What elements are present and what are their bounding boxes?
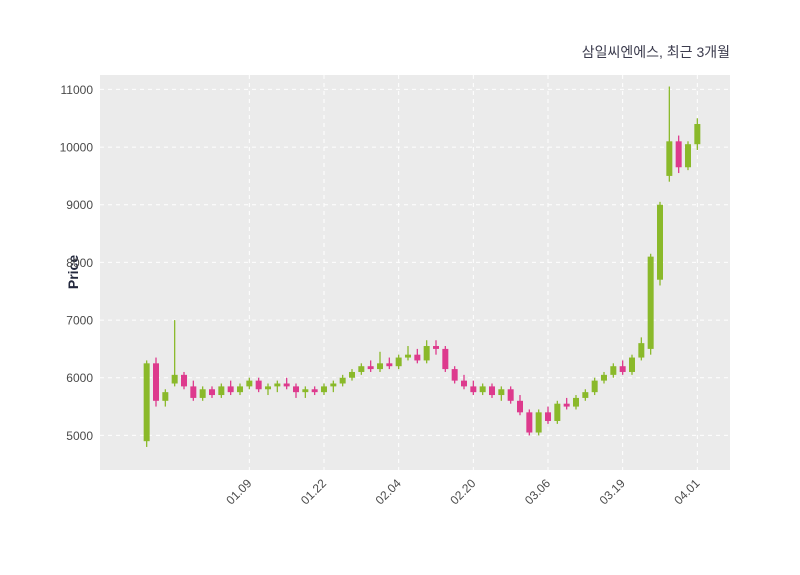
candle-body bbox=[330, 383, 337, 387]
candle-body bbox=[507, 389, 514, 401]
candle-body bbox=[619, 366, 626, 372]
candle-body bbox=[143, 363, 150, 442]
candle-body bbox=[218, 386, 225, 396]
y-axis-title: Price bbox=[65, 255, 81, 289]
candle-body bbox=[666, 141, 673, 176]
y-tick-label: 7000 bbox=[66, 314, 93, 328]
candle-body bbox=[470, 386, 477, 393]
candle-body bbox=[479, 386, 486, 393]
candle-body bbox=[675, 141, 682, 168]
candle-body bbox=[209, 389, 215, 396]
y-axis-ticks: 5000 6000 7000 8000 9000 10000 11000 bbox=[60, 83, 94, 443]
candle-body bbox=[395, 357, 402, 367]
candle-body bbox=[302, 389, 309, 393]
candle-body bbox=[283, 383, 290, 387]
candle-body bbox=[498, 389, 505, 396]
candle-body bbox=[563, 403, 570, 407]
candle-body bbox=[535, 412, 542, 433]
candle-body bbox=[349, 371, 355, 378]
candle-body bbox=[657, 204, 663, 280]
candle-body bbox=[526, 412, 533, 433]
candle-body bbox=[638, 343, 645, 358]
candle-body bbox=[414, 354, 421, 361]
candle-body bbox=[573, 397, 579, 407]
candle-body bbox=[451, 369, 458, 381]
candle-body bbox=[647, 256, 654, 349]
candle-body bbox=[265, 386, 271, 390]
candle-body bbox=[685, 144, 691, 168]
candle-body bbox=[461, 380, 467, 387]
candle-body bbox=[321, 386, 327, 393]
candle-body bbox=[610, 366, 617, 375]
candle-body bbox=[405, 354, 411, 358]
candles-layer bbox=[143, 86, 701, 447]
y-tick-label: 11000 bbox=[61, 83, 94, 97]
candle-body bbox=[629, 357, 635, 372]
candle-body bbox=[199, 389, 206, 398]
candle-body bbox=[171, 374, 178, 384]
candle-body bbox=[237, 386, 243, 393]
y-tick-label: 10000 bbox=[60, 141, 94, 155]
candle-body bbox=[246, 380, 253, 387]
candle-body bbox=[181, 374, 187, 387]
candle-body bbox=[386, 363, 393, 367]
candle-body bbox=[554, 403, 561, 421]
y-tick-label: 6000 bbox=[66, 371, 93, 385]
candle-body bbox=[423, 346, 430, 361]
plot-area bbox=[100, 75, 730, 470]
candle-body bbox=[442, 348, 449, 370]
candle-body bbox=[227, 386, 234, 393]
candle-body bbox=[190, 386, 197, 398]
y-tick-label: 9000 bbox=[66, 198, 93, 212]
y-tick-label: 5000 bbox=[66, 429, 93, 443]
candle-body bbox=[311, 389, 318, 393]
candle-body bbox=[694, 124, 701, 145]
y-tick-label: 8000 bbox=[66, 256, 93, 270]
candle-body bbox=[153, 363, 159, 401]
chart-title: 삼일씨엔에스, 최근 3개월 bbox=[582, 44, 730, 60]
candle-body bbox=[517, 400, 523, 413]
candle-body bbox=[433, 346, 439, 349]
candle-body bbox=[255, 380, 262, 390]
candle-body bbox=[601, 374, 607, 381]
candle-body bbox=[274, 383, 281, 387]
candle-body bbox=[545, 412, 551, 421]
candle-body bbox=[293, 386, 299, 393]
candle-body bbox=[162, 392, 169, 401]
candle-body bbox=[582, 392, 589, 398]
candle-body bbox=[489, 386, 495, 396]
candle-body bbox=[591, 380, 598, 393]
candle-body bbox=[367, 366, 374, 370]
candle-body bbox=[339, 377, 346, 384]
candle-body bbox=[377, 363, 383, 370]
candle-body bbox=[358, 366, 365, 372]
